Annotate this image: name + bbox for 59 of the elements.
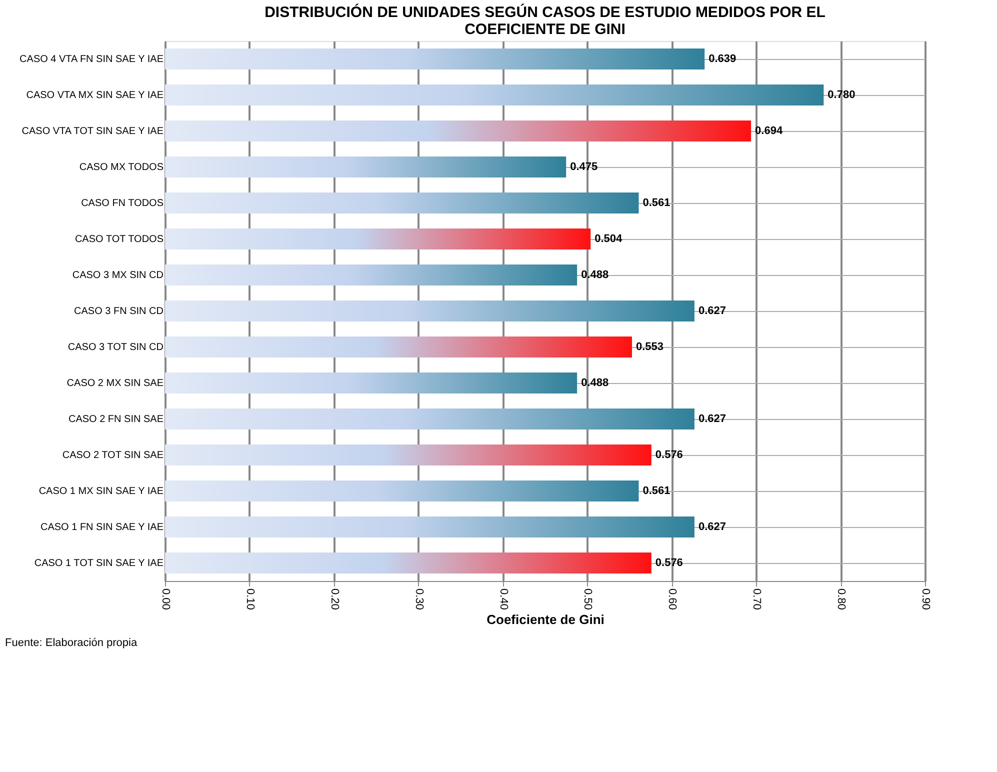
bar bbox=[165, 228, 591, 250]
bar bbox=[165, 84, 824, 106]
bar bbox=[165, 300, 694, 322]
data-label: 0.553 bbox=[636, 341, 664, 353]
y-tick-label: CASO VTA MX SIN SAE Y IAE bbox=[26, 90, 164, 101]
y-tick-label: CASO 2 FN SIN SAE bbox=[68, 414, 164, 425]
x-tick-label: 0.00 bbox=[160, 588, 172, 610]
bar bbox=[165, 552, 652, 574]
data-label: 0.627 bbox=[698, 413, 726, 425]
data-label: 0.576 bbox=[655, 557, 683, 569]
text: DISTRIBUCIÓN DE UNIDADES SEGÚN CASOS DE ESTUDIO MEDIDOS POR EL bbox=[264, 4, 826, 21]
data-label: 0.488 bbox=[581, 377, 609, 389]
data-label: 0.639 bbox=[708, 53, 736, 65]
x-tick-label: 0.90 bbox=[920, 588, 932, 610]
data-label: 0.561 bbox=[642, 485, 670, 497]
data-label: 0.576 bbox=[655, 449, 683, 461]
bar bbox=[165, 156, 566, 178]
data-label: 0.627 bbox=[698, 521, 726, 533]
bar bbox=[165, 120, 752, 142]
y-tick-label: CASO 1 FN SIN SAE Y IAE bbox=[40, 522, 164, 533]
bar bbox=[165, 48, 705, 70]
y-tick-label: CASO 3 MX SIN CD bbox=[72, 270, 164, 281]
bar bbox=[165, 516, 694, 538]
x-tick-label: 0.20 bbox=[328, 588, 340, 610]
data-label: 0.504 bbox=[594, 233, 624, 245]
data-label: 0.694 bbox=[755, 125, 784, 137]
y-tick-label: CASO MX TODOS bbox=[79, 162, 164, 173]
x-tick-label: 0.30 bbox=[412, 588, 425, 610]
bar bbox=[165, 372, 578, 394]
bar bbox=[165, 192, 639, 214]
x-axis-title: Coeficiente de Gini bbox=[486, 612, 604, 627]
bar bbox=[165, 480, 639, 502]
y-tick-label: CASO 4 VTA FN SIN SAE Y IAE bbox=[20, 54, 164, 65]
x-tick-label: 0.80 bbox=[835, 588, 848, 610]
bar bbox=[165, 444, 652, 466]
y-tick-label: CASO 2 MX SIN SAE bbox=[66, 378, 164, 389]
data-label: 0.627 bbox=[698, 305, 726, 317]
source-note: Fuente: Elaboración propia bbox=[5, 637, 138, 649]
y-tick-label: CASO 3 FN SIN CD bbox=[74, 306, 164, 317]
y-tick-label: CASO 1 TOT SIN SAE Y IAE bbox=[34, 558, 164, 569]
y-tick-label: CASO 2 TOT SIN SAE bbox=[62, 450, 164, 461]
bar bbox=[165, 264, 578, 286]
data-label: 0.780 bbox=[828, 89, 856, 101]
bar bbox=[165, 408, 694, 430]
x-tick-label: 0.70 bbox=[750, 588, 763, 610]
bar bbox=[165, 336, 632, 358]
data-label: 0.475 bbox=[570, 161, 598, 173]
x-tick-label: 0.40 bbox=[497, 588, 510, 610]
text: COEFICIENTE DE GINI bbox=[464, 21, 626, 38]
x-tick-label: 0.50 bbox=[582, 588, 594, 610]
data-label: 0.488 bbox=[581, 269, 609, 281]
y-tick-label: CASO FN TODOS bbox=[81, 198, 164, 209]
y-tick-label: CASO 3 TOT SIN CD bbox=[68, 342, 164, 353]
x-tick-label: 0.10 bbox=[244, 588, 256, 610]
y-tick-label: CASO VTA TOT SIN SAE Y IAE bbox=[22, 126, 164, 137]
x-tick-label: 0.60 bbox=[666, 588, 678, 610]
y-tick-label: CASO TOT TODOS bbox=[74, 234, 164, 245]
data-label: 0.561 bbox=[642, 197, 670, 209]
y-tick-label: CASO 1 MX SIN SAE Y IAE bbox=[38, 486, 164, 497]
